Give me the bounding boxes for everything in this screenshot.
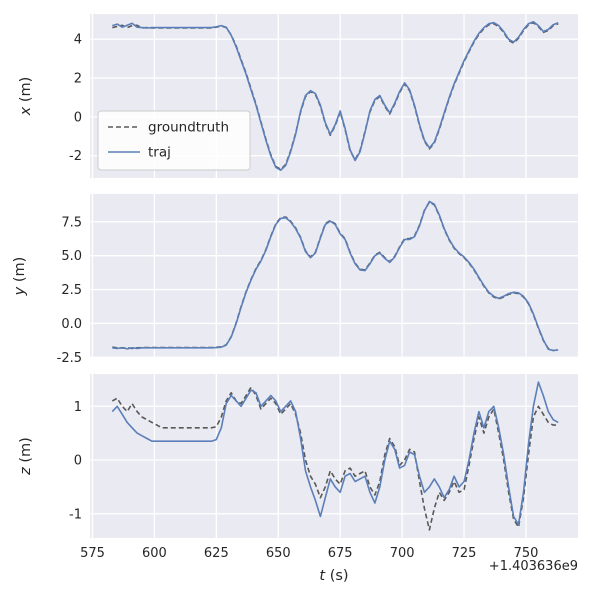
svg-text:700: 700 <box>390 546 415 561</box>
svg-text:650: 650 <box>266 546 291 561</box>
subplot-y: -2.5 0.0 2.5 5.0 7.5 y (m) <box>12 194 578 366</box>
y-axis-label: y (m) <box>12 257 28 297</box>
svg-text:675: 675 <box>328 546 353 561</box>
svg-text:7.5: 7.5 <box>61 215 82 230</box>
svg-text:600: 600 <box>142 546 167 561</box>
grid <box>90 194 578 358</box>
xtick-labels: 575 600 625 650 675 700 725 750 <box>80 546 538 561</box>
svg-text:2: 2 <box>74 72 82 87</box>
legend-item-groundtruth: groundtruth <box>108 120 229 136</box>
svg-text:0.0: 0.0 <box>61 317 82 332</box>
legend-item-traj: traj <box>108 145 171 161</box>
svg-text:2.5: 2.5 <box>61 283 82 298</box>
z-axis-label: z (m) <box>18 437 34 476</box>
x-traj-line <box>112 20 559 171</box>
x-axis-label: x (m) <box>18 77 34 117</box>
legend: groundtruth traj <box>97 110 251 171</box>
legend-box <box>97 110 251 171</box>
legend-label: groundtruth <box>148 120 229 136</box>
svg-text:5.0: 5.0 <box>61 249 82 264</box>
z-ytick-labels: -1 0 1 <box>69 400 82 523</box>
svg-text:-2.5: -2.5 <box>57 351 82 366</box>
x-axis-offset-text: +1.403636e9 <box>489 559 578 574</box>
legend-label: traj <box>148 145 171 161</box>
x-axis-label: t (s) <box>319 568 348 584</box>
svg-text:4: 4 <box>74 33 82 48</box>
y-ytick-labels: -2.5 0.0 2.5 5.0 7.5 <box>57 215 82 366</box>
svg-text:725: 725 <box>452 546 477 561</box>
subplot-z: -1 0 1 z (m) 575 600 625 650 675 700 725 750 <box>18 374 578 561</box>
x-ytick-labels: -2 0 2 4 <box>69 33 82 164</box>
svg-text:0: 0 <box>74 110 82 125</box>
y-traj-line <box>112 200 559 352</box>
svg-text:575: 575 <box>80 546 105 561</box>
svg-text:750: 750 <box>514 546 539 561</box>
svg-text:1: 1 <box>74 400 82 415</box>
svg-text:0: 0 <box>74 454 82 469</box>
z-groundtruth-line <box>111 386 559 531</box>
z-traj-line <box>111 381 559 526</box>
svg-text:-1: -1 <box>69 507 82 522</box>
svg-text:-2: -2 <box>69 149 82 164</box>
grid <box>90 374 578 538</box>
axes-background <box>90 194 578 358</box>
svg-text:625: 625 <box>204 546 229 561</box>
axes-background <box>90 374 578 538</box>
